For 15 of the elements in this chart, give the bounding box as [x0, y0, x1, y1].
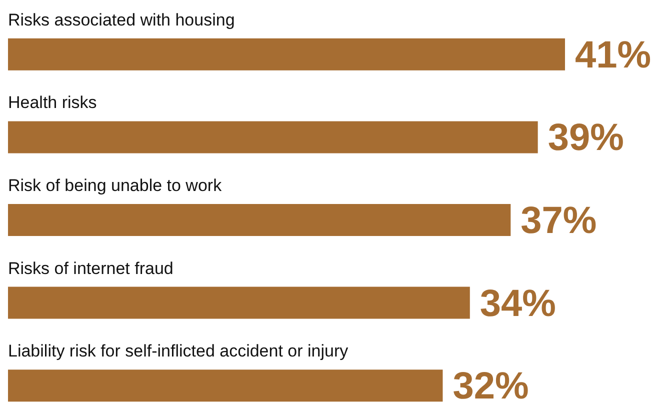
y-tick-label: Risks of internet fraud: [8, 258, 174, 278]
y-tick-label: Liability risk for self-inflicted accident or injury: [8, 342, 349, 361]
bar: [8, 204, 511, 236]
data-label: 34%: [480, 282, 556, 325]
bar: [8, 121, 538, 154]
bar: [8, 38, 565, 70]
data-label: 32%: [452, 366, 529, 408]
data-label: 39%: [548, 117, 624, 160]
bar: [8, 370, 443, 402]
data-label: 37%: [520, 200, 597, 242]
y-tick-label: Risk of being unable to work: [8, 176, 222, 195]
y-tick-label: Health risks: [8, 93, 97, 112]
data-label: 41%: [575, 34, 652, 76]
y-tick-label: Risks associated with housing: [8, 10, 235, 30]
bar: [8, 286, 470, 319]
